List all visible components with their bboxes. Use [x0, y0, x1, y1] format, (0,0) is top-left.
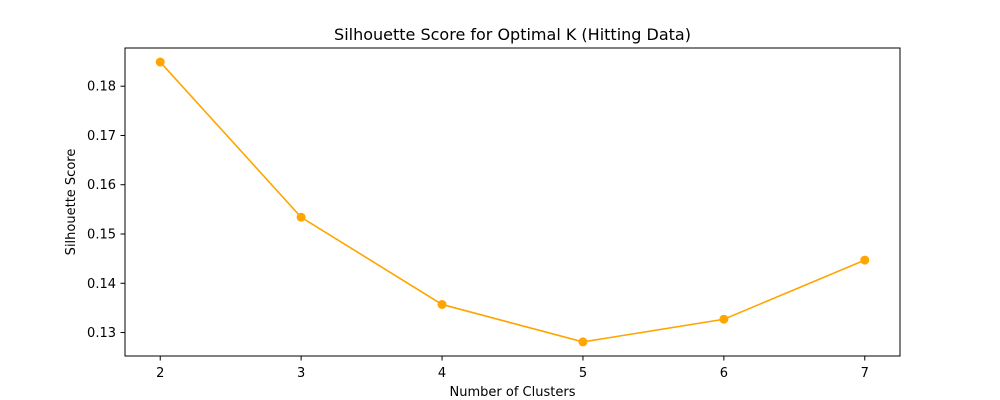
x-axis: 2 3 4 5 6 7 — [156, 356, 869, 381]
x-tick-label: 2 — [156, 366, 164, 381]
data-point — [719, 314, 729, 324]
chart-title: Silhouette Score for Optimal K (Hitting … — [334, 25, 691, 44]
x-tick-label: 4 — [438, 366, 446, 381]
plot-frame — [124, 47, 901, 357]
data-point — [860, 255, 870, 265]
data-point — [296, 212, 306, 222]
x-axis-label: Number of Clusters — [450, 385, 576, 400]
x-tick-label: 3 — [297, 366, 305, 381]
x-tick-label: 5 — [579, 366, 587, 381]
y-tick-label: 0.13 — [87, 326, 116, 341]
y-axis-label: Silhouette Score — [64, 149, 79, 256]
data-point — [578, 337, 588, 347]
y-tick-label: 0.16 — [87, 178, 116, 193]
y-tick-label: 0.15 — [87, 228, 116, 243]
series-line — [159, 61, 866, 343]
y-axis: 0.13 0.14 0.15 0.16 0.17 0.18 — [87, 80, 125, 341]
x-tick-label: 6 — [720, 366, 728, 381]
y-tick-label: 0.17 — [87, 129, 116, 144]
data-point — [155, 57, 165, 67]
y-tick-label: 0.18 — [87, 80, 116, 95]
y-tick-label: 0.14 — [87, 277, 116, 292]
x-tick-label: 7 — [861, 366, 869, 381]
series-markers — [155, 57, 870, 347]
data-point — [437, 299, 447, 309]
